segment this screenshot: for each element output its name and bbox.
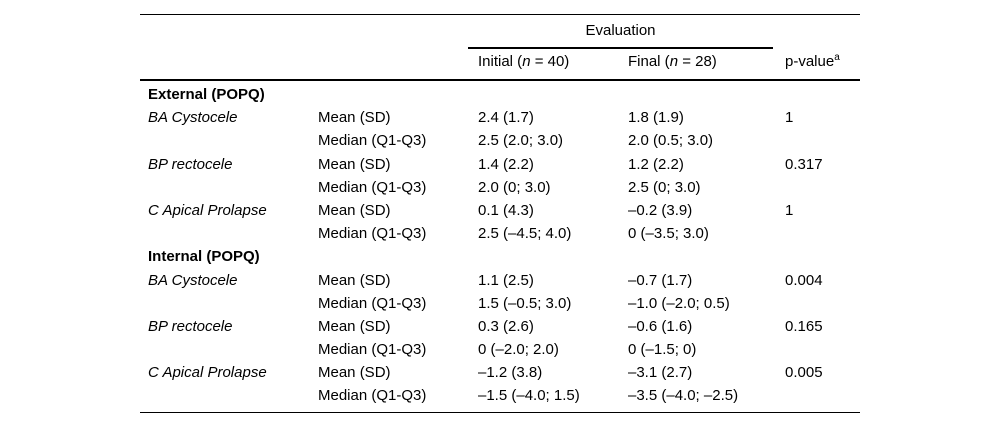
pvalue-value: 1 xyxy=(785,109,794,127)
final-value: 0 (–1.5; 0) xyxy=(628,341,697,359)
column-header-empty-2 xyxy=(318,53,478,70)
row-label xyxy=(140,176,318,199)
pvalue-value xyxy=(785,338,860,361)
row-label: C Apical Prolapse xyxy=(148,364,267,382)
section-row-internal: Internal (POPQ) xyxy=(140,245,860,268)
initial-value: 2.5 (–4.5; 4.0) xyxy=(478,225,572,243)
table-row: C Apical Prolapse Mean (SD) –1.2 (3.8) –… xyxy=(140,361,860,384)
initial-value: –1.2 (3.8) xyxy=(478,364,543,382)
stat-label: Mean (SD) xyxy=(318,317,391,335)
row-label: BA Cystocele xyxy=(148,271,238,289)
pvalue-value: 0.004 xyxy=(785,271,823,289)
initial-value: 0 (–2.0; 2.0) xyxy=(478,341,559,359)
column-header-row: Initial (n = 40) Final (n = 28) p-valuea xyxy=(140,52,860,71)
pvalue-value: 0.165 xyxy=(785,317,823,335)
pvalue-value xyxy=(785,384,860,407)
final-value: –0.2 (3.9) xyxy=(628,201,693,219)
italic-n: n xyxy=(669,53,679,70)
initial-value: –1.5 (–4.0; 1.5) xyxy=(478,387,580,405)
stat-label: Mean (SD) xyxy=(318,364,391,382)
pvalue-value: 0.005 xyxy=(785,364,823,382)
table-row: BP rectocele Mean (SD) 0.3 (2.6) –0.6 (1… xyxy=(140,315,860,338)
row-label: BP rectocele xyxy=(148,155,233,173)
final-value: –1.0 (–2.0; 0.5) xyxy=(628,294,730,312)
final-value: 2.0 (0.5; 3.0) xyxy=(628,132,714,150)
initial-value: 1.4 (2.2) xyxy=(478,155,534,173)
stat-label: Median (Q1-Q3) xyxy=(318,132,427,150)
italic-n: n xyxy=(522,53,531,70)
stat-label: Median (Q1-Q3) xyxy=(318,225,427,243)
stat-label: Mean (SD) xyxy=(318,155,391,173)
final-value: –0.7 (1.7) xyxy=(628,271,693,289)
initial-value: 0.3 (2.6) xyxy=(478,317,534,335)
final-value: –0.6 (1.6) xyxy=(628,317,693,335)
initial-value: 1.5 (–0.5; 3.0) xyxy=(478,294,572,312)
evaluation-spanner-label: Evaluation xyxy=(585,22,656,39)
final-value: 1.8 (1.9) xyxy=(628,109,684,127)
initial-value: 1.1 (2.5) xyxy=(478,271,534,289)
table-header: Evaluation Initial (n = 40) Final (n = 2… xyxy=(140,15,860,81)
table-row: BA Cystocele Mean (SD) 1.1 (2.5) –0.7 (1… xyxy=(140,269,860,292)
column-header-initial: Initial (n = 40) xyxy=(478,53,570,70)
pvalue-value: 0.317 xyxy=(785,155,823,173)
final-value: 0 (–3.5; 3.0) xyxy=(628,225,709,243)
pvalue-value xyxy=(785,292,860,315)
table-row: Median (Q1-Q3) 2.5 (2.0; 3.0) 2.0 (0.5; … xyxy=(140,129,860,152)
initial-value: 2.0 (0; 3.0) xyxy=(478,178,551,196)
pvalue-value xyxy=(785,129,860,152)
row-label xyxy=(140,222,318,245)
table-row: Median (Q1-Q3) 2.5 (–4.5; 4.0) 0 (–3.5; … xyxy=(140,222,860,245)
popq-evaluation-table: Evaluation Initial (n = 40) Final (n = 2… xyxy=(140,14,860,413)
table-row: Median (Q1-Q3) 0 (–2.0; 2.0) 0 (–1.5; 0) xyxy=(140,338,860,361)
table-row: Median (Q1-Q3) 2.0 (0; 3.0) 2.5 (0; 3.0) xyxy=(140,176,860,199)
stat-label: Median (Q1-Q3) xyxy=(318,178,427,196)
pvalue-value: 1 xyxy=(785,201,794,219)
pvalue-footnote-marker: a xyxy=(834,52,840,63)
column-header-pvalue: p-valuea xyxy=(785,52,840,71)
row-label xyxy=(140,338,318,361)
row-label: BA Cystocele xyxy=(148,109,238,127)
row-label: C Apical Prolapse xyxy=(148,201,267,219)
row-label xyxy=(140,129,318,152)
stat-label: Mean (SD) xyxy=(318,109,391,127)
stat-label: Median (Q1-Q3) xyxy=(318,387,427,405)
section-row-external: External (POPQ) xyxy=(140,83,860,106)
row-label: BP rectocele xyxy=(148,317,233,335)
table-row: Median (Q1-Q3) –1.5 (–4.0; 1.5) –3.5 (–4… xyxy=(140,384,860,407)
column-header-final: Final (n = 28) xyxy=(628,53,717,70)
final-value: 2.5 (0; 3.0) xyxy=(628,178,701,196)
initial-value: 2.5 (2.0; 3.0) xyxy=(478,132,564,150)
final-value: –3.5 (–4.0; –2.5) xyxy=(628,387,739,405)
evaluation-spanner-rule xyxy=(468,47,773,49)
pvalue-value xyxy=(785,176,860,199)
table-row: C Apical Prolapse Mean (SD) 0.1 (4.3) –0… xyxy=(140,199,860,222)
stat-label: Median (Q1-Q3) xyxy=(318,341,427,359)
table-row: BA Cystocele Mean (SD) 2.4 (1.7) 1.8 (1.… xyxy=(140,106,860,129)
section-label: External (POPQ) xyxy=(148,86,265,103)
pvalue-value xyxy=(785,222,860,245)
row-label xyxy=(140,384,318,407)
column-header-empty-1 xyxy=(140,53,318,70)
row-label xyxy=(140,292,318,315)
table-row: Median (Q1-Q3) 1.5 (–0.5; 3.0) –1.0 (–2.… xyxy=(140,292,860,315)
stat-label: Mean (SD) xyxy=(318,201,391,219)
final-value: –3.1 (2.7) xyxy=(628,364,693,382)
initial-value: 2.4 (1.7) xyxy=(478,109,534,127)
initial-value: 0.1 (4.3) xyxy=(478,201,534,219)
stat-label: Median (Q1-Q3) xyxy=(318,294,427,312)
final-value: 1.2 (2.2) xyxy=(628,155,684,173)
table-body: External (POPQ) BA Cystocele Mean (SD) 2… xyxy=(140,81,860,413)
section-label: Internal (POPQ) xyxy=(148,248,260,266)
stat-label: Mean (SD) xyxy=(318,271,391,289)
table-row: BP rectocele Mean (SD) 1.4 (2.2) 1.2 (2.… xyxy=(140,153,860,176)
